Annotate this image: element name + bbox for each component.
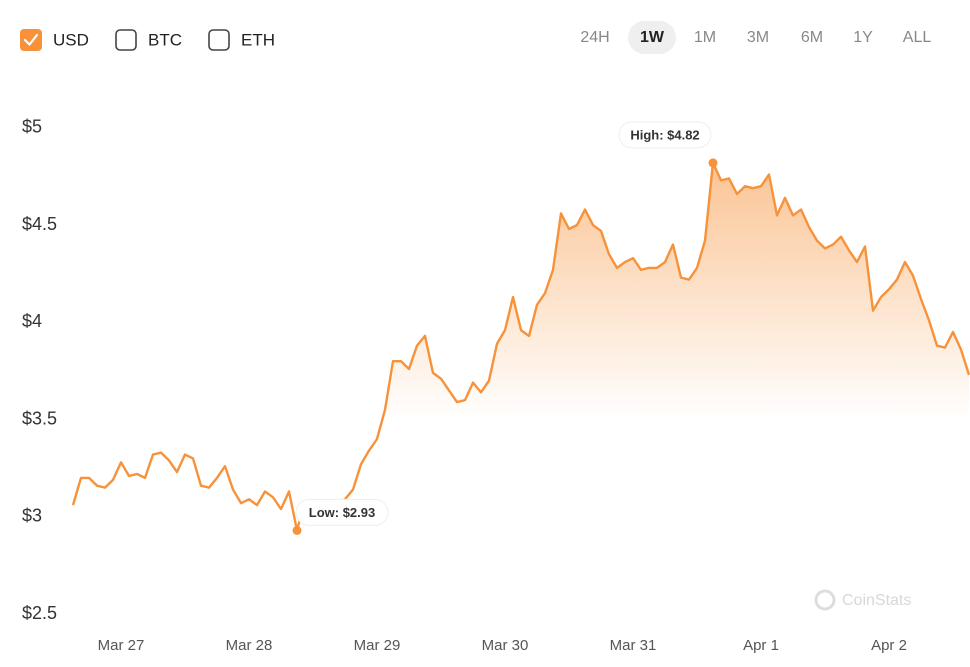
x-tick-label: Apr 2: [871, 637, 907, 654]
checkbox-checked[interactable]: [20, 29, 42, 51]
range-button[interactable]: 3M: [747, 29, 769, 46]
range-label[interactable]: 3M: [747, 29, 769, 46]
annotation-box: [618, 121, 712, 149]
y-tick-label: $2.5: [22, 603, 57, 623]
checkmark: [23, 33, 39, 46]
range-label[interactable]: 6M: [801, 29, 823, 46]
checkbox[interactable]: [208, 29, 230, 51]
annotation-point: [708, 158, 718, 168]
checkbox[interactable]: [115, 29, 137, 51]
annotation-label: Low: $2.93: [309, 505, 375, 520]
currency-toggle[interactable]: BTC: [115, 29, 182, 51]
x-tick-label: Mar 29: [354, 637, 401, 654]
price-line: [71, 161, 970, 532]
y-tick-label: $4: [22, 311, 42, 331]
range-label[interactable]: 1Y: [853, 29, 873, 46]
range-button-active-bg[interactable]: [628, 21, 676, 54]
annotation-label: High: $4.82: [630, 127, 699, 142]
y-tick-label: $3.5: [22, 408, 57, 428]
currency-toggle[interactable]: USD: [20, 29, 89, 51]
range-label[interactable]: ALL: [903, 29, 932, 46]
range-button[interactable]: 1Y: [853, 29, 873, 46]
range-button[interactable]: 1W: [628, 21, 676, 54]
area-fill: [73, 162, 969, 614]
currency-toggle[interactable]: ETH: [208, 29, 275, 51]
currency-label[interactable]: USD: [53, 30, 89, 49]
range-label[interactable]: 24H: [580, 29, 609, 46]
x-tick-label: Mar 30: [482, 637, 529, 654]
currency-label[interactable]: ETH: [241, 30, 275, 49]
annotation-point: [292, 525, 302, 535]
x-tick-label: Mar 31: [610, 637, 657, 654]
x-tick-label: Apr 1: [743, 637, 779, 654]
range-button[interactable]: 24H: [580, 29, 609, 46]
range-label[interactable]: 1W: [640, 29, 665, 46]
currency-label[interactable]: BTC: [148, 30, 182, 49]
y-tick-label: $3: [22, 506, 42, 526]
range-button[interactable]: 6M: [801, 29, 823, 46]
range-button[interactable]: 1M: [694, 29, 716, 46]
range-label[interactable]: 1M: [694, 29, 716, 46]
y-tick-label: $4.5: [22, 214, 57, 234]
range-button[interactable]: ALL: [903, 29, 932, 46]
y-tick-label: $5: [22, 117, 42, 137]
x-tick-label: Mar 27: [98, 637, 145, 654]
x-tick-label: Mar 28: [226, 637, 273, 654]
annotation-box: [295, 498, 389, 526]
